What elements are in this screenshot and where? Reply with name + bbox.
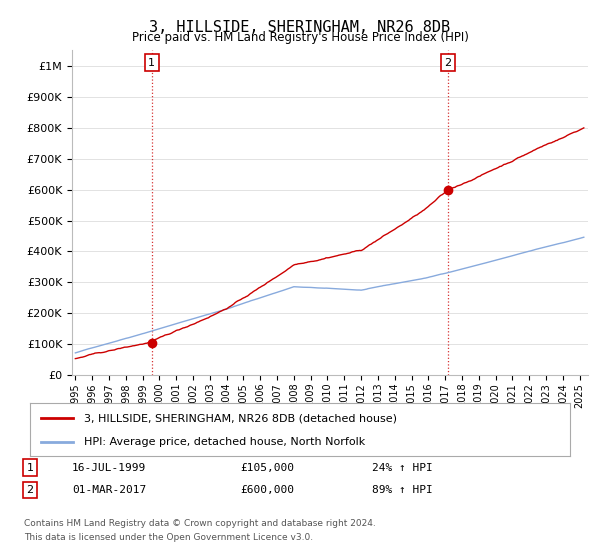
Text: 2: 2	[445, 58, 452, 68]
Text: 1: 1	[148, 58, 155, 68]
Text: Price paid vs. HM Land Registry's House Price Index (HPI): Price paid vs. HM Land Registry's House …	[131, 31, 469, 44]
Text: 3, HILLSIDE, SHERINGHAM, NR26 8DB (detached house): 3, HILLSIDE, SHERINGHAM, NR26 8DB (detac…	[84, 413, 397, 423]
Text: 1: 1	[26, 463, 34, 473]
Text: Contains HM Land Registry data © Crown copyright and database right 2024.: Contains HM Land Registry data © Crown c…	[24, 519, 376, 528]
Text: HPI: Average price, detached house, North Norfolk: HPI: Average price, detached house, Nort…	[84, 436, 365, 446]
Text: 16-JUL-1999: 16-JUL-1999	[72, 463, 146, 473]
Text: 3, HILLSIDE, SHERINGHAM, NR26 8DB: 3, HILLSIDE, SHERINGHAM, NR26 8DB	[149, 20, 451, 35]
Text: 2: 2	[26, 485, 34, 495]
Text: 01-MAR-2017: 01-MAR-2017	[72, 485, 146, 495]
Text: £105,000: £105,000	[240, 463, 294, 473]
Text: 24% ↑ HPI: 24% ↑ HPI	[372, 463, 433, 473]
Text: This data is licensed under the Open Government Licence v3.0.: This data is licensed under the Open Gov…	[24, 533, 313, 542]
Text: £600,000: £600,000	[240, 485, 294, 495]
Text: 89% ↑ HPI: 89% ↑ HPI	[372, 485, 433, 495]
